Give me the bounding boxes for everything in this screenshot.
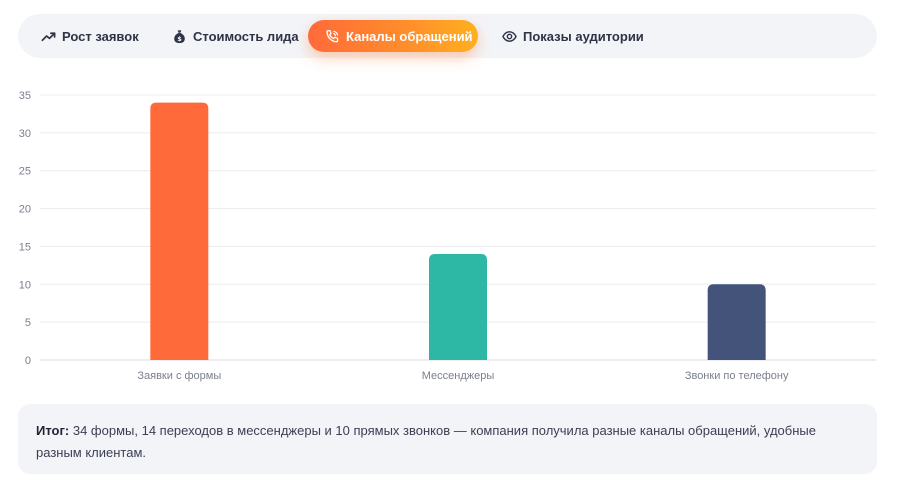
tab-stoimost-lida[interactable]: $ Стоимость лида [169, 20, 301, 52]
bar-chart: 0 5 10 15 20 25 30 35 Заявки с формы Мессенджеры… [19, 90, 876, 382]
phone-call-icon [324, 28, 340, 44]
trending-up-icon [40, 28, 56, 44]
svg-text:$: $ [177, 34, 182, 42]
tab-label: Показы аудитории [523, 28, 644, 44]
y-tick-label: 20 [19, 204, 31, 216]
tab-bar: Рост заявок $ Стоимость лида Каналы о [18, 14, 877, 58]
bar-1 [150, 102, 209, 361]
tab-kanaly-obrascheniy[interactable]: Каналы обращений [308, 20, 478, 52]
y-tick-label: 15 [19, 241, 31, 253]
y-tick-label: 35 [19, 90, 31, 102]
tab-label: Стоимость лида [193, 28, 299, 44]
tab-pokazy-auditorii[interactable]: Показы аудитории [499, 20, 646, 52]
y-axis-ticks: 0 5 10 15 20 25 30 35 [19, 90, 31, 367]
x-axis-ticks: Заявки с формы Мессенджеры Звонки по телеф… [137, 370, 789, 382]
money-bag-icon: $ [171, 28, 187, 44]
x-tick-label: Мессенджеры [422, 370, 495, 382]
summary-label: Итог: [36, 423, 70, 438]
bar-3 [707, 284, 766, 360]
y-tick-label: 30 [19, 128, 31, 140]
summary-box: Итог: 34 формы, 14 переходов в мессендже… [18, 404, 877, 474]
tab-label: Каналы обращений [346, 28, 473, 44]
y-tick-label: 10 [19, 279, 31, 291]
y-tick-label: 25 [19, 166, 31, 178]
bars [150, 102, 766, 361]
y-tick-label: 0 [25, 355, 31, 367]
x-tick-label: Заявки с формы [137, 370, 221, 382]
x-tick-label: Звонки по телефону [685, 370, 789, 382]
tab-rost-zayavok[interactable]: Рост заявок [38, 20, 141, 52]
bar-2 [429, 254, 487, 360]
y-tick-label: 5 [25, 317, 31, 329]
eye-icon [501, 28, 517, 44]
tab-label: Рост заявок [62, 28, 139, 44]
summary-text: 34 формы, 14 переходов в мессенджеры и 1… [36, 423, 816, 460]
